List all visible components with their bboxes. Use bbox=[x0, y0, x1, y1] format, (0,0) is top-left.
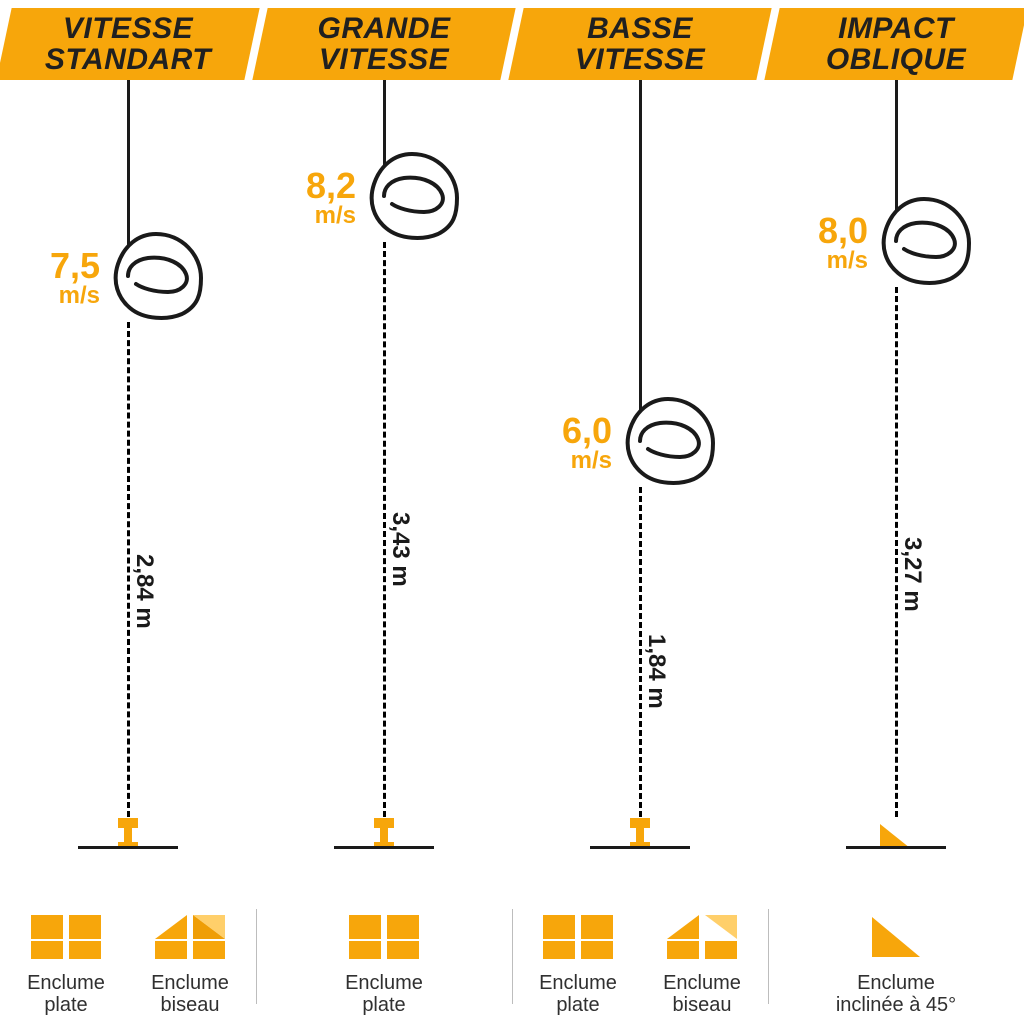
anvil-bevel-big-icon bbox=[642, 913, 762, 966]
header-title: VITESSE STANDART bbox=[0, 8, 256, 80]
speed-value: 8,2 bbox=[270, 168, 356, 204]
column-vitesse-standart: VITESSE STANDART 7,5 m/s 2,84 m Enclume … bbox=[0, 0, 256, 1024]
baseline bbox=[590, 846, 690, 849]
anvil-small-flat-icon bbox=[366, 818, 402, 848]
header-title: GRANDE VITESSE bbox=[256, 8, 512, 80]
anvil-flat-big-icon bbox=[324, 913, 444, 966]
anvil-label: Enclume biseau bbox=[130, 972, 250, 1016]
bottom-separator bbox=[768, 909, 769, 1004]
anvil-flat-big-icon bbox=[6, 913, 126, 966]
baseline bbox=[846, 846, 946, 849]
anvil-label: Enclume plate bbox=[324, 972, 444, 1016]
helmet-icon bbox=[874, 195, 974, 285]
speed-label: 8,0 m/s bbox=[782, 213, 868, 273]
baseline bbox=[78, 846, 178, 849]
speed-label: 6,0 m/s bbox=[526, 413, 612, 473]
anvil-small-flat-icon bbox=[110, 818, 146, 848]
anvil-bevel-big-icon bbox=[130, 913, 250, 966]
anvil-biseau: Enclume biseau bbox=[130, 913, 250, 1016]
speed-label: 7,5 m/s bbox=[14, 248, 100, 308]
anvil-inclinee: Enclume inclinée à 45° bbox=[826, 913, 966, 1016]
column-grande-vitesse: GRANDE VITESSE 8,2 m/s 3,43 m Enclume pl… bbox=[256, 0, 512, 1024]
anvil-biseau: Enclume biseau bbox=[642, 913, 762, 1016]
speed-unit: m/s bbox=[782, 249, 868, 273]
drop-line-solid bbox=[127, 80, 130, 255]
column-basse-vitesse: BASSE VITESSE 6,0 m/s 1,84 m Enclume pla… bbox=[512, 0, 768, 1024]
header-title: BASSE VITESSE bbox=[512, 8, 768, 80]
speed-value: 6,0 bbox=[526, 413, 612, 449]
bottom-separator bbox=[256, 909, 257, 1004]
anvil-plate: Enclume plate bbox=[6, 913, 126, 1016]
distance-label: 3,43 m bbox=[386, 512, 414, 587]
helmet-icon bbox=[618, 395, 718, 485]
distance-label: 2,84 m bbox=[130, 554, 158, 629]
anvil-plate: Enclume plate bbox=[324, 913, 444, 1016]
infographic-container: VITESSE STANDART 7,5 m/s 2,84 m Enclume … bbox=[0, 0, 1024, 1024]
speed-value: 7,5 bbox=[14, 248, 100, 284]
helmet-icon bbox=[362, 150, 462, 240]
speed-value: 8,0 bbox=[782, 213, 868, 249]
column-impact-oblique: IMPACT OBLIQUE 8,0 m/s 3,27 m Enclume in… bbox=[768, 0, 1024, 1024]
anvil-label: Enclume plate bbox=[6, 972, 126, 1016]
anvil-flat-big-icon bbox=[518, 913, 638, 966]
helmet-icon bbox=[106, 230, 206, 320]
anvil-label: Enclume plate bbox=[518, 972, 638, 1016]
anvil-plate: Enclume plate bbox=[518, 913, 638, 1016]
drop-line-solid bbox=[639, 80, 642, 420]
speed-label: 8,2 m/s bbox=[270, 168, 356, 228]
header-title: IMPACT OBLIQUE bbox=[768, 8, 1024, 80]
baseline bbox=[334, 846, 434, 849]
speed-unit: m/s bbox=[270, 204, 356, 228]
speed-unit: m/s bbox=[14, 284, 100, 308]
anvil-wedge-big-icon bbox=[826, 913, 966, 966]
anvil-small-flat-icon bbox=[622, 818, 658, 848]
bottom-separator bbox=[512, 909, 513, 1004]
anvil-label: Enclume inclinée à 45° bbox=[826, 972, 966, 1016]
anvil-label: Enclume biseau bbox=[642, 972, 762, 1016]
distance-label: 3,27 m bbox=[898, 537, 926, 612]
speed-unit: m/s bbox=[526, 449, 612, 473]
distance-label: 1,84 m bbox=[642, 634, 670, 709]
